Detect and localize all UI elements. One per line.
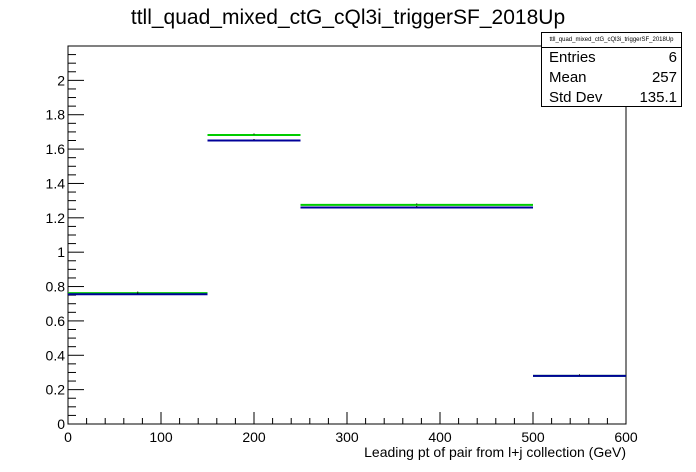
x-tick-label: 400 — [428, 429, 452, 445]
bin-center-marker — [137, 292, 139, 294]
stats-label: Mean — [549, 69, 587, 86]
stats-value: 257 — [651, 69, 677, 86]
stats-label: Std Dev — [549, 89, 603, 106]
bin-center-marker — [253, 139, 255, 140]
bin-center-marker — [253, 133, 255, 135]
stats-value: 135.1 — [639, 89, 677, 106]
y-tick-label: 0.6 — [46, 313, 66, 329]
bin-center-marker — [416, 206, 418, 208]
x-tick-label: 500 — [521, 429, 545, 445]
stats-box: ttll_quad_mixed_ctG_cQl3i_triggerSF_2018… — [541, 32, 682, 107]
x-tick-label: 0 — [64, 429, 72, 445]
y-tick-label: 0.8 — [46, 279, 66, 295]
bin-center-marker — [137, 291, 139, 293]
stats-row-stddev: Std Dev 135.1 — [542, 88, 681, 108]
x-axis-label: Leading pt of pair from l+j collection (… — [364, 444, 626, 460]
y-tick-label: 2 — [57, 72, 65, 88]
stats-value: 6 — [668, 49, 677, 66]
y-tick-label: 0.2 — [46, 382, 66, 398]
chart-title: ttll_quad_mixed_ctG_cQl3i_triggerSF_2018… — [130, 6, 566, 29]
stats-box-title: ttll_quad_mixed_ctG_cQl3i_triggerSF_2018… — [542, 33, 681, 48]
stats-label: Entries — [549, 49, 596, 66]
stats-row-entries: Entries 6 — [542, 48, 681, 68]
y-tick-label: 1.6 — [46, 141, 66, 157]
bin-center-marker — [416, 203, 418, 205]
y-tick-label: 0 — [57, 416, 65, 432]
x-tick-label: 300 — [335, 429, 359, 445]
x-tick-label: 600 — [614, 429, 638, 445]
y-tick-label: 0.4 — [46, 347, 66, 363]
y-tick-label: 1 — [57, 244, 65, 260]
y-tick-label: 1.2 — [46, 210, 66, 226]
stats-row-mean: Mean 257 — [542, 68, 681, 88]
x-tick-label: 100 — [149, 429, 173, 445]
bin-center-marker — [579, 374, 580, 376]
y-tick-label: 1.4 — [46, 175, 66, 191]
x-tick-label: 200 — [242, 429, 266, 445]
y-tick-label: 1.8 — [46, 107, 66, 123]
